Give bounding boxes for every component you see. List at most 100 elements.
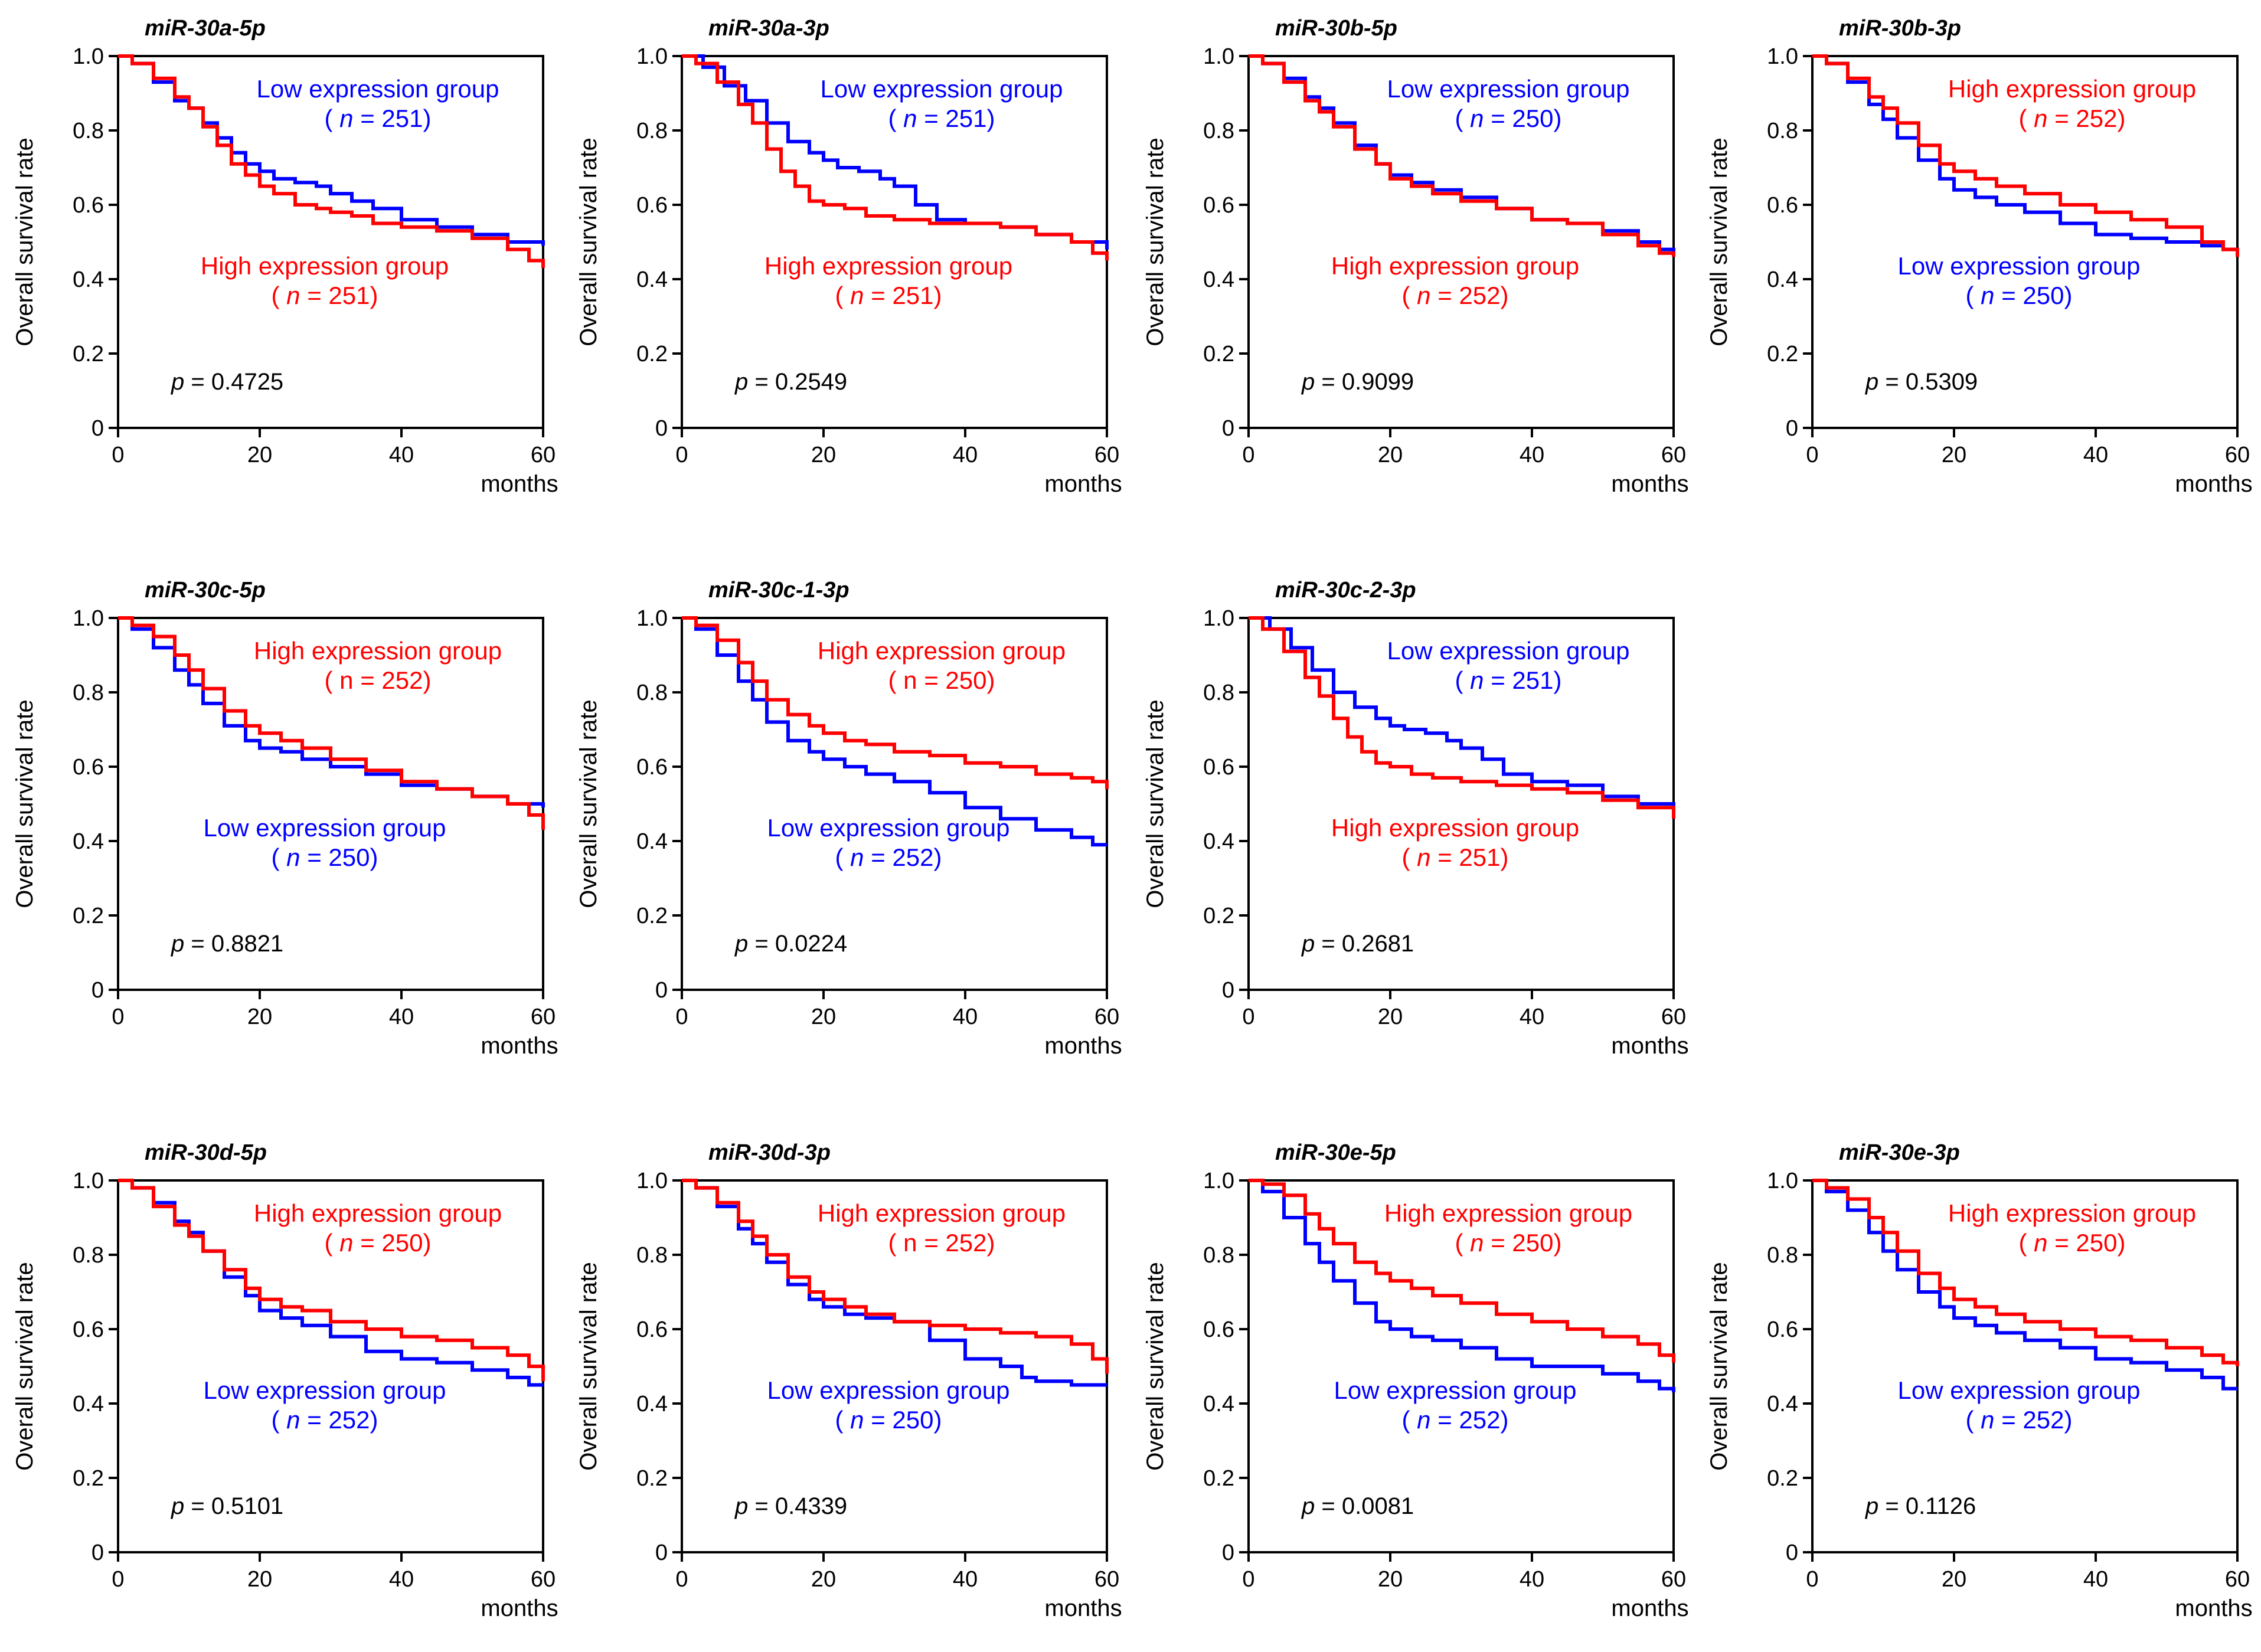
y-tick-label: 0.6 [636,1317,668,1342]
y-tick-label: 0.2 [73,904,104,928]
y-tick-label: 0.4 [73,829,104,854]
y-tick-label: 0.2 [1203,342,1234,367]
x-axis-label: months [481,471,558,497]
high-group-label: High expression group [254,637,502,665]
high-group-n: ( n = 250) [325,1229,432,1257]
y-tick-label: 0 [92,416,104,441]
x-tick-label: 60 [1094,1567,1119,1592]
y-tick-label: 0.2 [636,904,668,928]
panel-title: miR-30c-1-3p [708,578,849,603]
p-value: p = 0.8821 [171,931,283,957]
x-tick-label: 40 [953,1005,978,1029]
x-tick-label: 40 [953,443,978,467]
x-tick-label: 20 [1942,1567,1966,1592]
p-value: p = 0.0224 [734,931,847,957]
x-tick-label: 20 [247,1567,272,1592]
low-group-label: Low expression group [767,1376,1010,1404]
y-tick-label: 0.4 [636,829,668,854]
x-tick-label: 20 [247,443,272,467]
y-tick-label: 0.8 [1203,1243,1234,1268]
x-tick-label: 40 [1520,1005,1544,1029]
p-value: p = 0.1126 [1865,1493,1976,1519]
y-tick-label: 0.2 [73,342,104,367]
y-tick-label: 0.8 [636,119,668,143]
y-tick-label: 0.8 [73,119,104,143]
y-tick-label: 0.2 [1203,1466,1234,1491]
y-tick-label: 0.4 [1203,267,1234,292]
panel-title: miR-30d-3p [708,1140,831,1165]
x-tick-label: 60 [531,443,556,467]
x-tick-label: 20 [1378,443,1403,467]
x-tick-label: 20 [1942,443,1966,467]
low-expression-curve [1812,54,2239,253]
low-group-n: ( n = 250) [835,1406,942,1434]
high-expression-curve [1812,54,2239,257]
y-tick-label: 0.8 [1203,681,1234,705]
y-tick-label: 0.2 [636,342,668,367]
p-value: p = 0.5101 [171,1493,283,1519]
y-tick-label: 1.0 [1203,606,1234,631]
km-panel-0: miR-30a-5p 0 0.2 0.4 0.6 0.8 1.0 0 20 40 60 months O… [12,16,558,497]
y-tick-label: 0.8 [73,681,104,705]
panel-title: miR-30c-5p [145,578,266,603]
y-tick-label: 0 [1222,416,1234,441]
x-tick-label: 60 [2225,1567,2250,1592]
y-tick-label: 0 [1222,978,1234,1003]
low-expression-curve [682,616,1107,847]
panel-title: miR-30b-5p [1275,16,1397,41]
y-tick-label: 0.8 [636,1243,668,1268]
x-tick-label: 0 [1242,1005,1254,1029]
y-tick-label: 0.2 [636,1466,668,1491]
x-tick-label: 0 [1242,443,1254,467]
low-expression-curve [118,54,545,246]
p-value: p = 0.4725 [171,369,283,395]
km-panel-5: miR-30c-1-3p 0 0.2 0.4 0.6 0.8 1.0 0 20 40 60 month… [576,578,1122,1059]
low-group-n: ( n = 250) [272,843,378,871]
x-tick-label: 40 [1520,1567,1544,1592]
y-tick-label: 1.0 [636,1169,668,1193]
y-tick-label: 0.8 [1203,119,1234,143]
p-value: p = 0.9099 [1301,369,1414,395]
y-axis-label: Overall survival rate [1706,1262,1732,1470]
y-tick-label: 0.4 [636,1392,668,1417]
y-tick-label: 0 [655,416,668,441]
plot-frame [1247,1179,1675,1553]
low-expression-curve [1812,1179,2237,1391]
panel-title: miR-30a-5p [145,16,266,41]
x-tick-label: 40 [2083,443,2108,467]
x-tick-label: 0 [1242,1567,1254,1592]
x-axis-label: months [1044,1033,1122,1059]
x-tick-label: 0 [112,443,124,467]
x-tick-label: 60 [2225,443,2250,467]
x-tick-label: 40 [389,1005,414,1029]
high-group-n: ( n = 252) [325,666,432,694]
high-expression-curve [682,1179,1109,1374]
panel-title: miR-30a-3p [708,16,829,41]
low-group-n: ( n = 250) [1455,104,1562,132]
y-tick-label: 0.4 [73,1392,104,1417]
x-axis-label: months [1611,471,1688,497]
x-tick-label: 0 [1806,1567,1818,1592]
high-group-label: High expression group [254,1199,502,1227]
low-group-n: ( n = 252) [1402,1406,1509,1434]
panel-title: miR-30c-2-3p [1275,578,1416,603]
y-axis-label: Overall survival rate [576,138,602,346]
y-axis-label: Overall survival rate [12,1262,38,1470]
y-tick-label: 1.0 [636,44,668,69]
high-group-n: ( n = 251) [272,282,378,309]
high-expression-curve [118,1179,545,1382]
low-group-n: ( n = 252) [272,1406,378,1434]
high-expression-curve [1249,1179,1675,1363]
y-axis-label: Overall survival rate [576,1262,602,1470]
high-group-n: ( n = 250) [1455,1229,1562,1257]
high-group-label: High expression group [818,1199,1066,1227]
panel-title: miR-30e-5p [1275,1140,1396,1165]
low-group-n: ( n = 251) [888,104,995,132]
high-group-label: High expression group [1331,252,1579,280]
low-group-n: ( n = 251) [325,104,432,132]
high-expression-curve [118,616,545,830]
x-tick-label: 40 [389,443,414,467]
high-expression-curve [682,54,1109,261]
y-axis-label: Overall survival rate [1142,1262,1168,1470]
high-group-label: High expression group [1331,814,1579,842]
